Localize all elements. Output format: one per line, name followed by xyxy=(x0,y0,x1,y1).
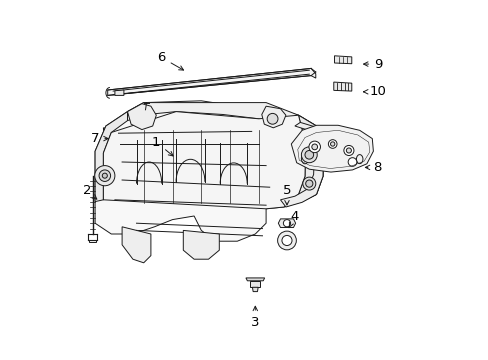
Polygon shape xyxy=(103,112,305,209)
Circle shape xyxy=(277,231,296,250)
Polygon shape xyxy=(333,82,351,91)
Polygon shape xyxy=(127,103,316,126)
Circle shape xyxy=(305,150,313,159)
Polygon shape xyxy=(115,90,123,95)
Polygon shape xyxy=(291,125,373,172)
Circle shape xyxy=(102,173,107,178)
Circle shape xyxy=(343,145,353,156)
Text: 1: 1 xyxy=(152,136,173,156)
Polygon shape xyxy=(278,219,295,228)
Polygon shape xyxy=(183,230,219,259)
Polygon shape xyxy=(298,115,323,202)
Polygon shape xyxy=(95,112,127,202)
Text: 4: 4 xyxy=(288,210,299,228)
Text: 5: 5 xyxy=(282,184,291,205)
Circle shape xyxy=(330,142,334,146)
Text: 6: 6 xyxy=(157,51,183,70)
Circle shape xyxy=(311,144,317,150)
Text: 10: 10 xyxy=(363,85,386,98)
Text: 9: 9 xyxy=(363,58,382,71)
Polygon shape xyxy=(334,56,351,64)
Circle shape xyxy=(305,180,312,187)
Polygon shape xyxy=(95,101,323,241)
Polygon shape xyxy=(122,227,151,263)
Circle shape xyxy=(95,166,115,186)
Polygon shape xyxy=(252,287,258,292)
Polygon shape xyxy=(250,281,260,287)
Circle shape xyxy=(346,148,351,153)
Polygon shape xyxy=(280,122,323,207)
Text: 8: 8 xyxy=(365,161,381,174)
Polygon shape xyxy=(261,106,285,128)
Polygon shape xyxy=(107,68,315,95)
Circle shape xyxy=(347,158,356,166)
Polygon shape xyxy=(103,128,114,138)
Circle shape xyxy=(282,235,291,246)
Polygon shape xyxy=(127,104,156,130)
Text: 2: 2 xyxy=(82,184,97,199)
Text: 3: 3 xyxy=(250,306,259,329)
Circle shape xyxy=(266,113,277,124)
Circle shape xyxy=(301,147,317,163)
Circle shape xyxy=(283,220,290,227)
Polygon shape xyxy=(89,240,96,242)
Polygon shape xyxy=(105,130,111,134)
Text: 7: 7 xyxy=(91,132,108,145)
Circle shape xyxy=(99,170,110,181)
Circle shape xyxy=(328,140,336,148)
Polygon shape xyxy=(245,278,264,281)
Circle shape xyxy=(308,141,320,153)
Circle shape xyxy=(302,177,315,190)
